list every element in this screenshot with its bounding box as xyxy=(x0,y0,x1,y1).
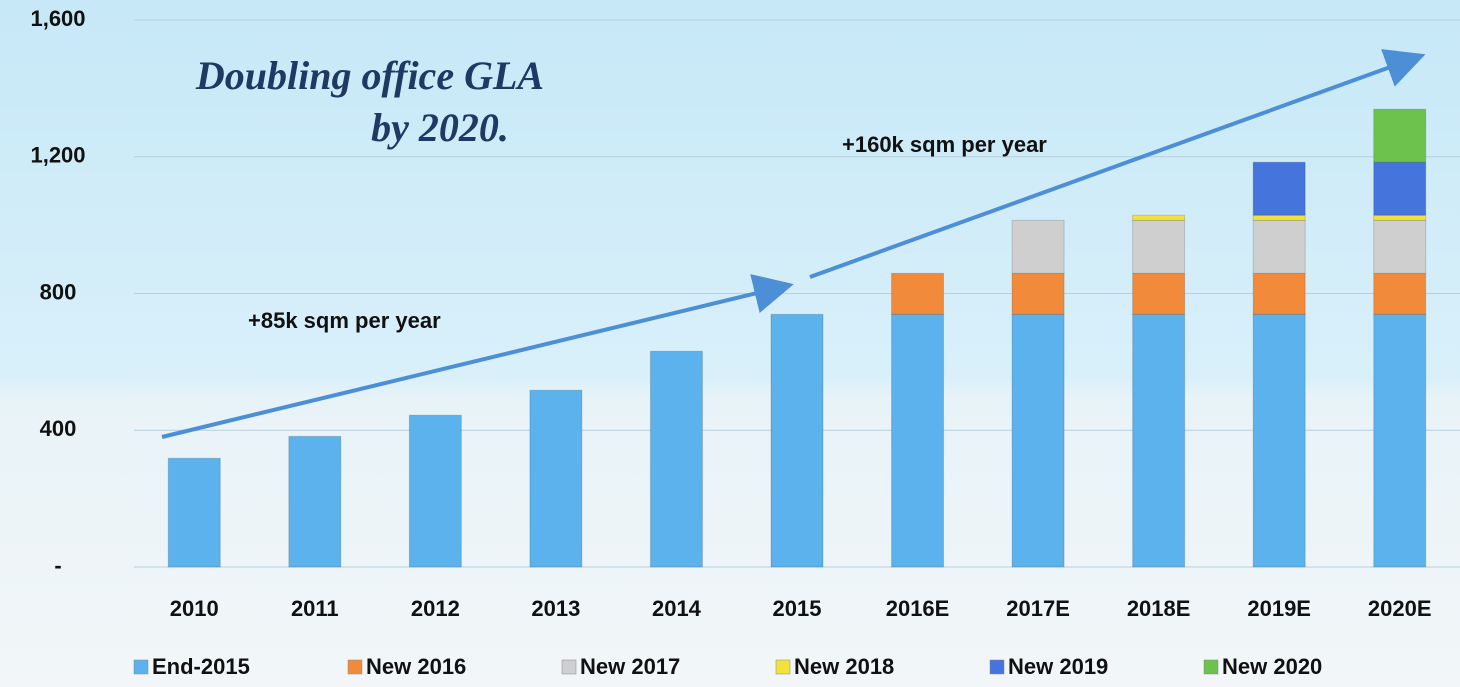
x-tick-label: 2011 xyxy=(291,596,339,621)
bar-segment xyxy=(1132,272,1186,315)
x-tick-label: 2012 xyxy=(411,596,460,621)
x-tick-label: 2014 xyxy=(652,596,702,621)
bar-segment xyxy=(529,389,583,568)
x-tick-label: 2019E xyxy=(1247,596,1311,621)
chart-title: Doubling office GLA xyxy=(195,53,544,98)
bar-segment xyxy=(1252,272,1306,315)
legend-label: New 2018 xyxy=(794,654,894,679)
bar-segment xyxy=(891,313,945,568)
bar-segment xyxy=(1373,108,1427,163)
y-tick-label: - xyxy=(54,553,61,578)
annotation: +160k sqm per year xyxy=(842,132,1047,157)
x-tick-label: 2020E xyxy=(1368,596,1432,621)
y-tick-label: 1,200 xyxy=(30,143,85,168)
bar-segment xyxy=(891,272,945,315)
legend-label: New 2016 xyxy=(366,654,466,679)
trend-arrow xyxy=(161,274,794,439)
y-tick-label: 1,600 xyxy=(30,6,85,31)
x-tick-label: 2015 xyxy=(773,596,822,621)
legend-swatch xyxy=(133,659,149,675)
x-tick-label: 2017E xyxy=(1006,596,1070,621)
legend-swatch xyxy=(775,659,791,675)
bar-segment xyxy=(1373,272,1427,315)
bar-segment xyxy=(288,435,342,568)
bar-segment xyxy=(1132,214,1186,221)
bar-segment xyxy=(1011,272,1065,315)
bar-segment xyxy=(1011,313,1065,568)
chart-title: by 2020. xyxy=(371,105,509,150)
bar-segment xyxy=(1373,161,1427,216)
x-tick-label: 2010 xyxy=(170,596,219,621)
x-tick-label: 2018E xyxy=(1127,596,1191,621)
bar-segment xyxy=(1011,219,1065,274)
grid xyxy=(134,19,1460,568)
legend-label: New 2017 xyxy=(580,654,680,679)
bar-segment xyxy=(408,414,462,568)
bar-segment xyxy=(649,350,703,568)
bars xyxy=(167,108,1427,568)
legend-swatch xyxy=(561,659,577,675)
legend-swatch xyxy=(989,659,1005,675)
bar-segment xyxy=(1373,214,1427,221)
bar-segment xyxy=(1132,219,1186,274)
y-tick-label: 400 xyxy=(40,416,77,441)
bar-segment xyxy=(1373,219,1427,274)
legend-label: New 2020 xyxy=(1222,654,1322,679)
annotation: +85k sqm per year xyxy=(248,308,441,333)
bar-segment xyxy=(1252,214,1306,221)
legend-label: New 2019 xyxy=(1008,654,1108,679)
x-tick-label: 2013 xyxy=(531,596,580,621)
legend-label: End-2015 xyxy=(152,654,250,679)
trend-arrow xyxy=(809,49,1426,279)
bar-segment xyxy=(1252,313,1306,568)
bar-segment xyxy=(1252,161,1306,216)
bar-segment xyxy=(1373,313,1427,568)
bar-segment xyxy=(1252,219,1306,274)
x-tick-label: 2016E xyxy=(886,596,950,621)
bar-segment xyxy=(1132,313,1186,568)
legend-swatch xyxy=(347,659,363,675)
bar-segment xyxy=(167,457,221,568)
bar-segment xyxy=(770,313,824,568)
y-tick-label: 800 xyxy=(40,279,77,304)
legend-swatch xyxy=(1203,659,1219,675)
